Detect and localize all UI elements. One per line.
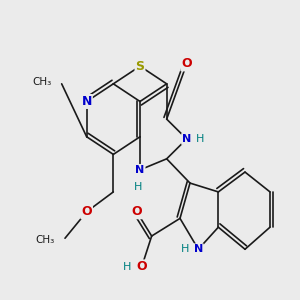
- Text: N: N: [182, 134, 191, 144]
- Text: N: N: [194, 244, 203, 254]
- Text: S: S: [136, 60, 145, 73]
- Text: N: N: [82, 95, 92, 108]
- Text: H: H: [181, 244, 189, 254]
- Text: O: O: [182, 58, 192, 70]
- Text: H: H: [123, 262, 131, 272]
- Text: CH₃: CH₃: [32, 76, 52, 87]
- Text: O: O: [81, 205, 92, 218]
- Text: N: N: [135, 165, 145, 175]
- Text: O: O: [136, 260, 147, 273]
- Text: H: H: [196, 134, 204, 144]
- Text: O: O: [131, 205, 142, 218]
- Text: H: H: [134, 182, 142, 192]
- Text: CH₃: CH₃: [36, 236, 55, 245]
